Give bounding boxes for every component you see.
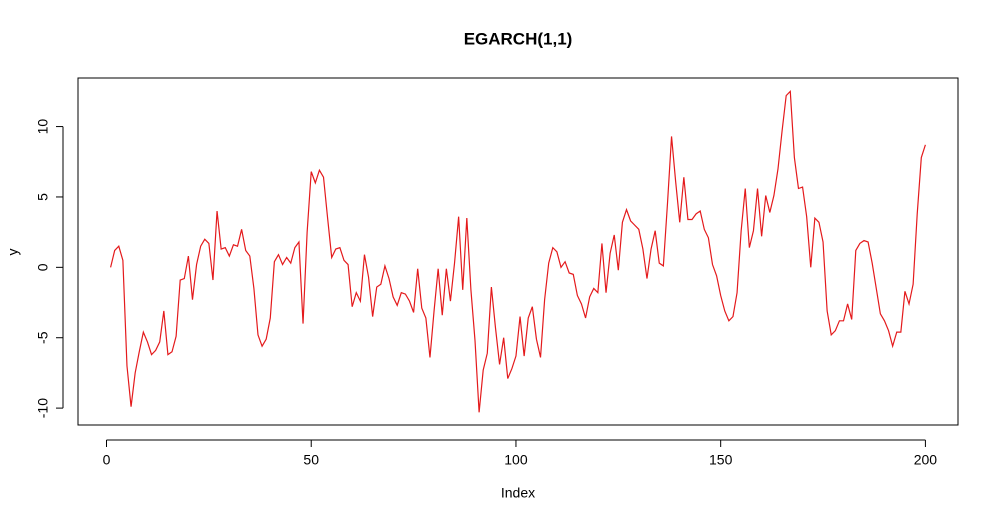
- y-axis-label: y: [5, 249, 21, 256]
- x-tick-label: 150: [709, 452, 733, 468]
- y-tick-label: -10: [35, 398, 51, 418]
- x-tick-label: 0: [103, 452, 111, 468]
- data-line: [110, 89, 926, 413]
- x-tick-label: 200: [914, 452, 938, 468]
- y-tick-label: -5: [35, 331, 51, 344]
- chart-title: EGARCH(1,1): [464, 29, 573, 48]
- x-tick-label: 100: [504, 452, 528, 468]
- y-tick-label: 5: [35, 193, 51, 201]
- plot-frame: [77, 77, 959, 426]
- x-axis-label: Index: [501, 485, 535, 501]
- y-tick-label: 0: [35, 263, 51, 271]
- x-tick-label: 50: [303, 452, 319, 468]
- y-tick-label: 10: [35, 119, 51, 135]
